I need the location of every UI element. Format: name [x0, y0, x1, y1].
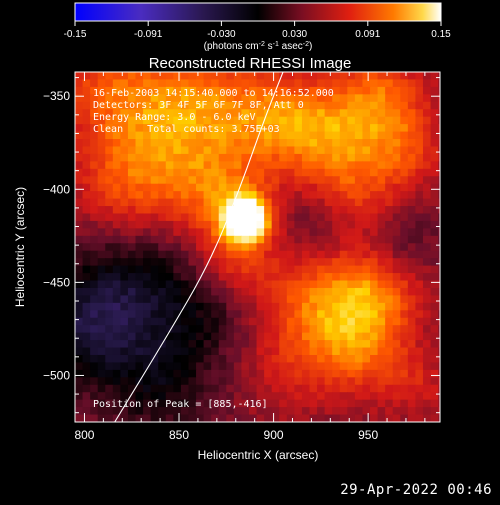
- y-axis-label: Heliocentric Y (arcsec): [13, 187, 27, 307]
- colorbar-tick-label: 0.030: [282, 29, 307, 40]
- colorbar: [74, 2, 442, 22]
- annotation-time: 16-Feb-2003 14:15:40.000 to 14:16:52.000: [93, 88, 334, 99]
- timestamp: 29-Apr-2022 00:46: [340, 482, 492, 498]
- colorbar-tick-label: -0.15: [64, 29, 87, 40]
- y-tick-label: −500: [43, 368, 70, 382]
- x-tick-label: 900: [264, 428, 284, 442]
- colorbar-tick-label: -0.091: [134, 29, 163, 40]
- y-tick-label: −400: [43, 182, 70, 196]
- colorbar-unit: (photons cm-2 s-1 asec-2): [204, 41, 313, 53]
- colorbar-tick-label: -0.030: [207, 29, 236, 40]
- x-tick-label: 850: [169, 428, 189, 442]
- peak-position-label: Position of Peak = [885,-416]: [93, 399, 268, 410]
- x-tick-label: 950: [358, 428, 378, 442]
- annotation-counts: Clean Total counts: 3.75E+03: [93, 124, 280, 135]
- annotation-energy: Energy Range: 3.0 - 6.0 keV: [93, 112, 256, 123]
- x-axis-label: Heliocentric X (arcsec): [198, 448, 319, 462]
- axis-ticks: 800 850 900 950 −350 −400 −450 −500: [43, 72, 440, 442]
- chart-title: Reconstructed RHESSI Image: [149, 55, 352, 72]
- solar-limb-curve: [114, 72, 284, 422]
- heatmap-image: [75, 72, 440, 422]
- annotation-detectors: Detectors: 3F 4F 5F 6F 7F 8F, Att 0: [93, 100, 304, 111]
- y-tick-label: −350: [43, 89, 70, 103]
- y-tick-label: −450: [43, 275, 70, 289]
- colorbar-ticks: -0.15 -0.091 -0.030 0.030 0.091 0.15: [64, 21, 451, 40]
- x-tick-label: 800: [74, 428, 94, 442]
- plot-frame: [74, 71, 441, 423]
- annotation-block: 16-Feb-2003 14:15:40.000 to 14:16:52.000…: [93, 88, 334, 135]
- colorbar-tick-label: 0.15: [431, 29, 451, 40]
- colorbar-tick-label: 0.091: [355, 29, 380, 40]
